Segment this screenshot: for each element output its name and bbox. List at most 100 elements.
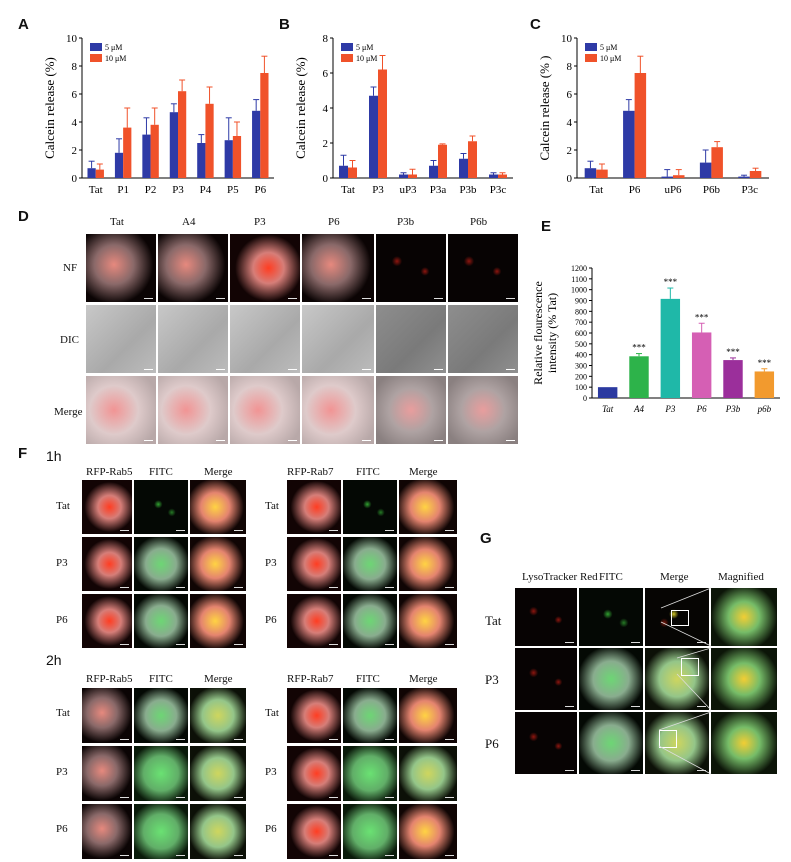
- y-tick-label: 6: [72, 89, 78, 101]
- d-col-p3: P3: [254, 216, 266, 228]
- bar-10um: [596, 169, 608, 178]
- bar-5um: [224, 140, 233, 178]
- f2-left-header-merge: Merge: [204, 673, 233, 685]
- x-tick-label: p6b: [757, 404, 772, 414]
- bar-10um: [150, 124, 159, 178]
- f2-image-rab5-p6: [82, 804, 132, 859]
- y-tick-label: 700: [575, 318, 587, 327]
- f1-right-row-tat: Tat: [265, 500, 279, 512]
- x-tick-label: P3b: [725, 404, 741, 414]
- d-image-dic-tat: [86, 305, 156, 373]
- g-header-merge: Merge: [660, 571, 689, 583]
- d-image-merge-a4: [158, 376, 228, 444]
- bar: [723, 360, 743, 398]
- d-image-nf-p6: [302, 234, 374, 302]
- f1-image-fitc7-p3: [343, 537, 397, 591]
- f2-right-row-p3: P3: [265, 766, 277, 778]
- d-row-dic: DIC: [60, 334, 79, 346]
- bar-5um: [584, 168, 597, 178]
- x-tick-label: uP3: [399, 184, 417, 196]
- y-tick-label: 10: [66, 33, 78, 45]
- d-image-merge-p6: [302, 376, 374, 444]
- f2-right-row-tat: Tat: [265, 707, 279, 719]
- f2-image-fitc7-p3: [343, 746, 397, 801]
- f1-left-header-rab5: RFP-Rab5: [86, 466, 133, 478]
- f2-image-merge-tat: [190, 688, 246, 743]
- bar-5um: [489, 174, 498, 178]
- f1-image-fitc7-tat: [343, 480, 397, 534]
- x-tick-label: P6: [696, 404, 707, 414]
- g-image-fitc-tat: [579, 588, 643, 646]
- y-tick-label: 8: [323, 33, 329, 45]
- f1-image-rab5-tat: [82, 480, 132, 534]
- f1-right-row-p3: P3: [265, 557, 277, 569]
- panel-label-c: C: [530, 16, 541, 33]
- f2-left-row-p6: P6: [56, 823, 68, 835]
- y-tick-label: 300: [575, 362, 587, 371]
- bar-5um: [459, 158, 468, 178]
- y-tick-label: 8: [72, 61, 78, 73]
- chart-c: 0 2 4 6 8 10 Tat P6 uP6 P6b P3c Calcein release (% …: [537, 33, 769, 196]
- bar-10um: [711, 147, 723, 178]
- x-tick-label: Tat: [589, 184, 603, 196]
- panel-label-a: A: [18, 16, 29, 33]
- y-tick-label: 800: [575, 307, 587, 316]
- x-tick-label: P6: [254, 184, 266, 196]
- significance-marker: ***: [695, 312, 709, 322]
- d-col-tat: Tat: [110, 216, 124, 228]
- d-col-p6: P6: [328, 216, 340, 228]
- bar-10um: [673, 175, 685, 178]
- f-time-1h: 1h: [46, 448, 62, 464]
- y-tick-label: 0: [323, 173, 329, 185]
- f2-image-fitc-p6: [134, 804, 188, 859]
- x-tick-label: P3c: [490, 184, 507, 196]
- panel-label-e: E: [541, 218, 552, 235]
- bar: [691, 332, 712, 398]
- y-tick-label: 6: [323, 68, 329, 80]
- bar: [629, 356, 649, 398]
- panel-label-g: G: [480, 530, 492, 547]
- panel-label-b: B: [279, 16, 290, 33]
- f-time-2h: 2h: [46, 652, 62, 668]
- bar-10um: [123, 127, 132, 178]
- bar-5um: [339, 165, 348, 178]
- d-image-nf-p6b: [448, 234, 518, 302]
- g-row-tat: Tat: [485, 613, 502, 628]
- chart-a: 0 2 4 6 8 10 Tat P1 P2 P3 P4 P5 P6 Calcein release (%…: [42, 33, 274, 196]
- y-tick-label: 1100: [571, 275, 587, 284]
- f1-image-rab7-tat: [287, 480, 341, 534]
- bar-5um: [169, 112, 178, 178]
- legend-swatch: [341, 54, 353, 62]
- d-image-nf-p3b: [376, 234, 446, 302]
- bar: [754, 371, 775, 398]
- f2-left-header-rab5: RFP-Rab5: [86, 673, 133, 685]
- bar-10um: [260, 73, 269, 178]
- x-tick-label: P3c: [742, 184, 759, 196]
- y-tick-label: 8: [567, 61, 573, 73]
- x-tick-label: A4: [633, 404, 644, 414]
- f1-image-merge7-tat: [399, 480, 457, 534]
- bar-5um: [661, 176, 673, 178]
- x-tick-label: P3: [372, 184, 384, 196]
- f1-image-merge-tat: [190, 480, 246, 534]
- f1-image-fitc-tat: [134, 480, 188, 534]
- bar-10um: [348, 167, 357, 178]
- y-tick-label: 4: [567, 117, 573, 129]
- bar-10um: [498, 174, 507, 178]
- g-header-fitc: FITC: [599, 571, 623, 583]
- f2-image-merge-p3: [190, 746, 246, 801]
- y-tick-label: 600: [575, 329, 587, 338]
- y-tick-label: 2: [567, 145, 573, 157]
- f1-image-merge-p3: [190, 537, 246, 591]
- f2-image-merge7-tat: [399, 688, 457, 743]
- y-tick-label: 0: [567, 173, 573, 185]
- f2-image-rab5-p3: [82, 746, 132, 801]
- x-tick-label: Tat: [602, 404, 614, 414]
- y-tick-label: 1200: [571, 264, 587, 273]
- g-image-magnified-p3: [711, 648, 777, 710]
- f2-right-header-fitc: FITC: [356, 673, 380, 685]
- legend-swatch: [341, 43, 353, 51]
- f2-image-rab7-tat: [287, 688, 341, 743]
- significance-marker: ***: [758, 358, 772, 368]
- significance-marker: ***: [726, 347, 740, 357]
